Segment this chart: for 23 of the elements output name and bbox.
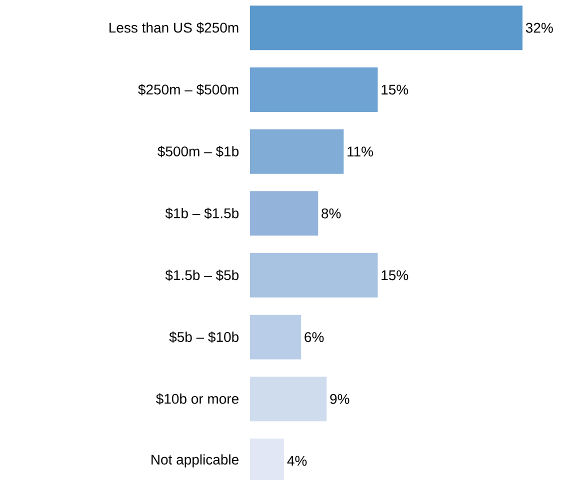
data-label: 8% [322, 208, 341, 218]
y-tick-label: $10b or more [156, 393, 238, 405]
data-label: 9% [330, 394, 350, 404]
bar [250, 129, 344, 174]
bar [250, 67, 378, 112]
y-tick-label: Less than US $250m [110, 22, 238, 34]
data-label: 4% [287, 456, 307, 466]
data-label: 11% [348, 146, 374, 156]
bar [250, 191, 318, 236]
y-tick-label: $250m – $500m [138, 84, 238, 96]
bar [250, 6, 523, 50]
y-tick-label: $1.5b – $5b [165, 270, 239, 281]
y-tick-label: Not applicable [152, 454, 238, 468]
bar [250, 314, 302, 360]
bar [250, 376, 327, 422]
data-label: 15% [382, 84, 408, 95]
data-label: 15% [382, 270, 408, 280]
data-label: 6% [304, 332, 324, 342]
y-tick-label: $1b – $1.5b [165, 208, 239, 220]
data-label: 32% [526, 22, 553, 33]
y-tick-label: $500m – $1b [158, 146, 239, 158]
bar [250, 252, 378, 298]
y-tick-label: $5b – $10b [169, 331, 239, 343]
